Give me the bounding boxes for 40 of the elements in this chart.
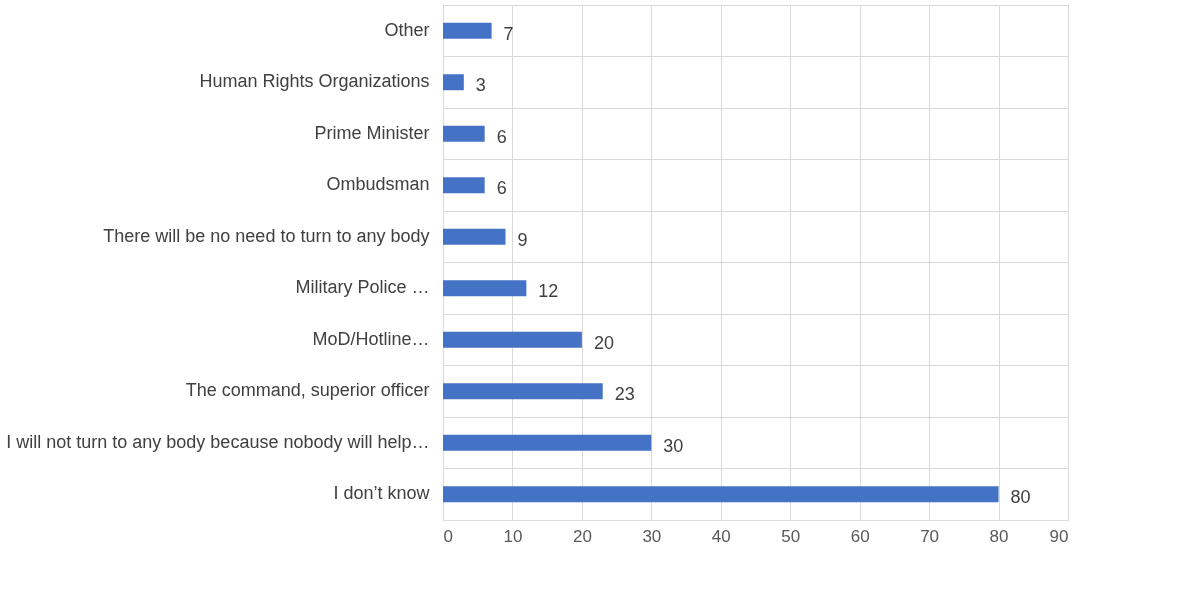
x-tick-label: 20 xyxy=(572,526,592,546)
bar xyxy=(443,228,506,245)
data-label: 9 xyxy=(517,229,528,250)
data-label: 12 xyxy=(538,281,559,302)
x-tick-label: 10 xyxy=(503,526,523,546)
y-tick-label: Military Police … xyxy=(295,277,430,298)
y-tick-label: I don’t know xyxy=(333,483,431,504)
data-label: 6 xyxy=(496,126,507,147)
y-tick-label: Human Rights Organizations xyxy=(199,71,430,92)
x-tick-label: 0 xyxy=(443,526,453,546)
y-tick-label: MoD/Hotline… xyxy=(312,328,430,349)
data-label: 7 xyxy=(503,23,514,44)
y-tick-label: Ombudsman xyxy=(326,174,430,195)
bar xyxy=(443,434,652,451)
bar xyxy=(443,280,527,297)
bar xyxy=(443,74,464,91)
bar xyxy=(443,125,485,142)
data-label: 23 xyxy=(614,384,635,405)
y-tick-label: Other xyxy=(384,19,430,40)
data-label: 80 xyxy=(1010,487,1031,508)
data-label: 30 xyxy=(663,435,684,456)
x-tick-label: 50 xyxy=(781,526,801,546)
bar xyxy=(443,177,485,194)
x-tick-label: 40 xyxy=(711,526,731,546)
y-tick-label: I will not turn to any body because nobody will help… xyxy=(6,431,430,452)
x-tick-label: 30 xyxy=(642,526,662,546)
x-tick-label: 60 xyxy=(850,526,870,546)
bar xyxy=(443,383,603,400)
data-label: 20 xyxy=(593,332,614,353)
bar xyxy=(443,22,492,39)
x-tick-label: 70 xyxy=(920,526,940,546)
y-tick-label: Prime Minister xyxy=(314,122,430,143)
bar xyxy=(443,331,582,348)
y-tick-label: There will be no need to turn to any body xyxy=(103,225,430,246)
data-label: 6 xyxy=(496,178,507,199)
x-tick-label: 80 xyxy=(989,526,1009,546)
data-label: 3 xyxy=(475,75,486,96)
bar xyxy=(443,486,999,503)
x-tick-label: 90 xyxy=(1049,526,1069,546)
y-tick-label: The command, superior officer xyxy=(185,380,430,401)
